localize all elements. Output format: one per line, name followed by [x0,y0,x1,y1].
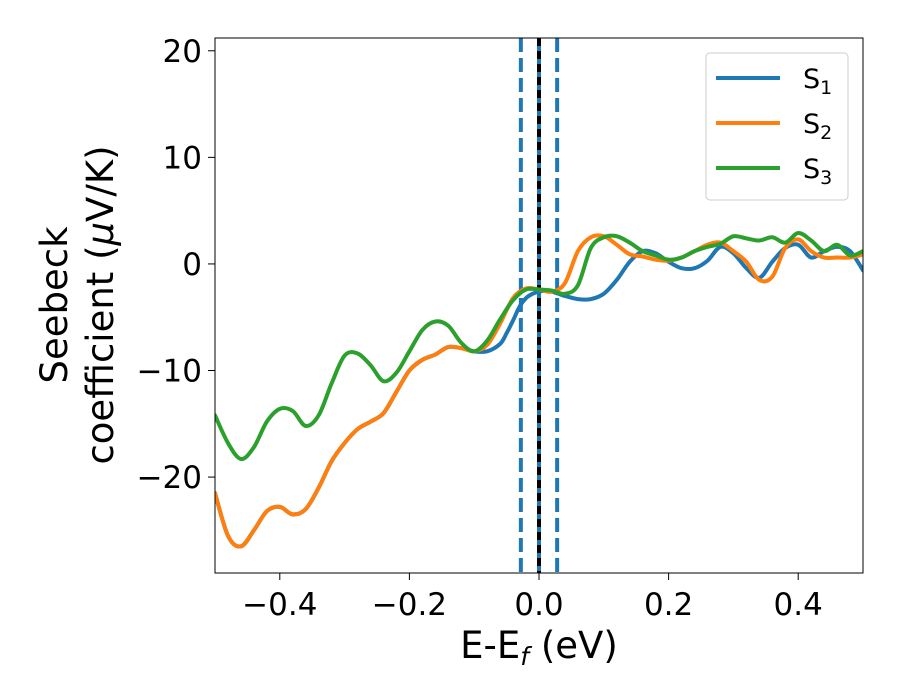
x-tick-label: 0.2 [644,587,693,623]
legend-label-s1: S1 [803,64,832,99]
x-tick-label: 0.0 [514,587,563,623]
y-axis-ticks: −20 −10 0 10 20 [137,34,215,496]
y-tick-label: 0 [182,247,202,283]
y-axis-label-line2: coefficient (μV/K) [79,145,122,464]
y-tick-label: −10 [137,354,202,390]
series-line-s3 [215,231,863,461]
x-tick-label: −0.2 [372,587,447,623]
y-tick-label: −20 [137,460,202,496]
y-axis-label-line1: Seebeck [33,226,76,384]
legend-label-s2: S2 [803,109,832,144]
legend-label-s3: S3 [803,154,832,189]
legend: S1 S2 S3 [705,52,849,201]
legend-box [705,52,849,201]
series-lines [215,231,863,549]
x-axis-ticks: −0.4 −0.2 0.0 0.2 0.4 [242,573,823,623]
y-axis-label: Seebeck coefficient (μV/K) [33,145,122,464]
x-tick-label: −0.4 [242,587,317,623]
y-tick-label: 20 [163,34,202,70]
x-axis-label: E-Ef (eV) [460,624,618,671]
x-tick-label: 0.4 [774,587,823,623]
reference-lines [518,38,560,573]
y-tick-label: 10 [163,140,202,176]
